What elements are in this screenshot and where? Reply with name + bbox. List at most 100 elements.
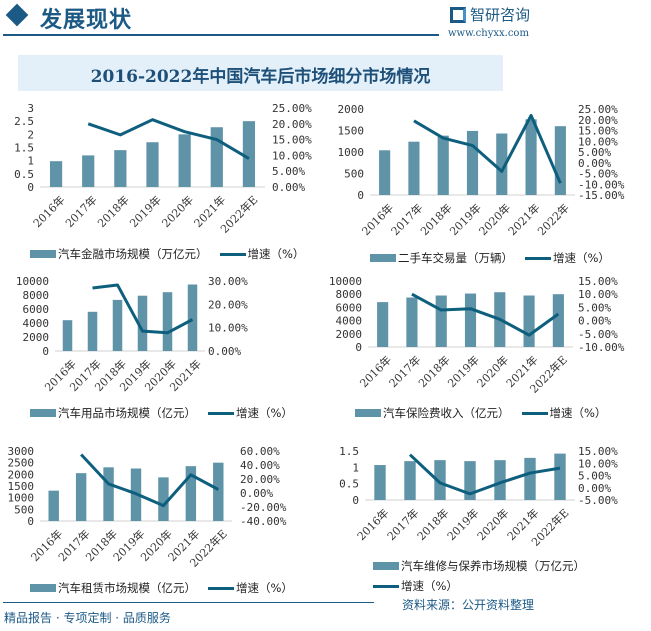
bar [162, 292, 173, 351]
bar [62, 320, 73, 351]
legend-line-swatch [373, 584, 399, 588]
right-tick-label: 10.00% [578, 135, 618, 148]
left-tick-label: 1 [27, 155, 34, 168]
bar [185, 466, 197, 521]
data-source: 资料来源：公开资料整理 [402, 598, 535, 612]
legend-1: 汽车金融市场规模（万亿元） 增速（%） [30, 246, 304, 262]
right-tick-label: 20.00% [240, 473, 280, 486]
bar [404, 461, 416, 500]
left-tick-label: 3 [27, 102, 34, 115]
bar [377, 302, 389, 347]
left-tick-label: 1 [352, 461, 359, 474]
growth-line [80, 453, 219, 508]
bar [494, 460, 506, 500]
left-tick-label: 2.5 [14, 115, 34, 128]
bar [464, 461, 476, 500]
left-tick-label: 2000 [338, 103, 365, 116]
left-tick-label: 10000 [329, 275, 362, 288]
legend-line-label: 增速（%） [247, 247, 305, 261]
growth-line [411, 292, 560, 337]
website-url: www.chyxx.com [448, 28, 529, 39]
legend-bar-label: 汽车维修与保养市场规模（万亿元） [401, 559, 585, 573]
legend-line-label: 增速（%） [549, 406, 607, 420]
legend-line-swatch [525, 256, 551, 260]
right-tick-label: 30.00% [208, 275, 248, 288]
bar [178, 134, 191, 187]
left-tick-label: 0 [42, 345, 49, 358]
right-tick-label: -5.00% [578, 494, 618, 507]
bar [158, 477, 169, 521]
x-tick-label: 2017年 [386, 353, 423, 390]
x-tick-label: 2017年 [384, 506, 421, 543]
legend-bar-label: 汽车租赁市场规模（亿元） [58, 581, 196, 595]
left-tick-label: 500 [14, 503, 34, 516]
footer-slogan: 精品报告 · 专项定制 · 品质服务 [4, 611, 171, 625]
x-tick-label: 2017年 [62, 193, 99, 230]
legend-line-swatch [219, 252, 246, 256]
right-tick-label: 25.00% [272, 102, 312, 115]
bar [103, 467, 114, 521]
right-tick-label: 40.00% [240, 459, 280, 472]
legend-line-swatch [208, 411, 234, 415]
bar [87, 311, 98, 351]
x-tick-label: 2019年 [445, 353, 482, 390]
legend-line-label: 增速（%） [553, 251, 610, 265]
legend-line-swatch [521, 411, 548, 415]
bar [406, 297, 418, 347]
left-tick-label: 1.5 [339, 445, 359, 458]
x-tick-label: 2019年 [444, 506, 481, 543]
left-tick-label: 10000 [16, 275, 49, 288]
legend-4: 汽车保险费收入（亿元） 增速（%） [355, 405, 606, 421]
left-tick-label: 6000 [336, 301, 363, 314]
right-tick-label: 5.00% [272, 165, 305, 178]
left-tick-label: 0 [357, 189, 364, 202]
right-tick-label: 0.00% [578, 315, 611, 328]
left-tick-label: 0.5 [339, 478, 359, 491]
legend-bar-swatch [373, 562, 399, 570]
left-tick-label: 2000 [336, 328, 363, 341]
legend-line-label: 增速（%） [236, 406, 293, 420]
right-tick-label: 0.00% [272, 181, 305, 194]
legend-bar-swatch [370, 254, 396, 262]
right-tick-label: -10.00% [578, 178, 625, 191]
bar [408, 141, 420, 195]
x-tick-label: 2021年 [505, 201, 542, 238]
left-tick-label: 2 [27, 128, 34, 141]
right-tick-label: 0.00% [578, 157, 611, 170]
brand-logo: 智研咨询 [450, 4, 530, 25]
right-tick-label: -20.00% [240, 501, 287, 514]
x-tick-label: 2016年 [359, 201, 396, 238]
legend-6-bar: 汽车维修与保养市场规模（万亿元） [373, 558, 585, 574]
bar [112, 299, 123, 351]
right-tick-label: 5.00% [578, 470, 611, 483]
bar [496, 133, 508, 195]
bar [435, 295, 447, 347]
right-tick-label: 60.00% [240, 445, 280, 458]
right-tick-label: -5.00% [578, 168, 618, 181]
x-tick-label: 2018年 [415, 353, 452, 390]
bar [466, 130, 479, 195]
left-tick-label: 1500 [338, 125, 365, 138]
bar [114, 150, 127, 187]
left-tick-label: 8000 [23, 289, 50, 302]
legend-bar-swatch [355, 409, 381, 417]
bar [523, 295, 535, 347]
x-tick-label: 2018年 [94, 193, 131, 230]
right-tick-label: 15.00% [578, 275, 618, 288]
right-tick-label: -40.00% [240, 515, 287, 528]
right-tick-label: 5.00% [578, 301, 611, 314]
right-tick-label: 0.00% [208, 345, 241, 358]
bar [75, 473, 87, 521]
header-divider [3, 34, 439, 36]
legend-bar-label: 汽车用品市场规模（亿元） [58, 406, 196, 420]
legend-line-label: 增速（%） [236, 581, 293, 595]
x-tick-label: 2020年 [474, 353, 511, 390]
x-tick-label: 2016年 [354, 506, 391, 543]
legend-bar-swatch [30, 250, 56, 258]
bar [374, 465, 386, 500]
left-tick-label: 8000 [336, 288, 363, 301]
bar [437, 135, 449, 195]
x-tick-label: 2016年 [30, 193, 67, 230]
right-tick-label: 20.00% [208, 298, 248, 311]
